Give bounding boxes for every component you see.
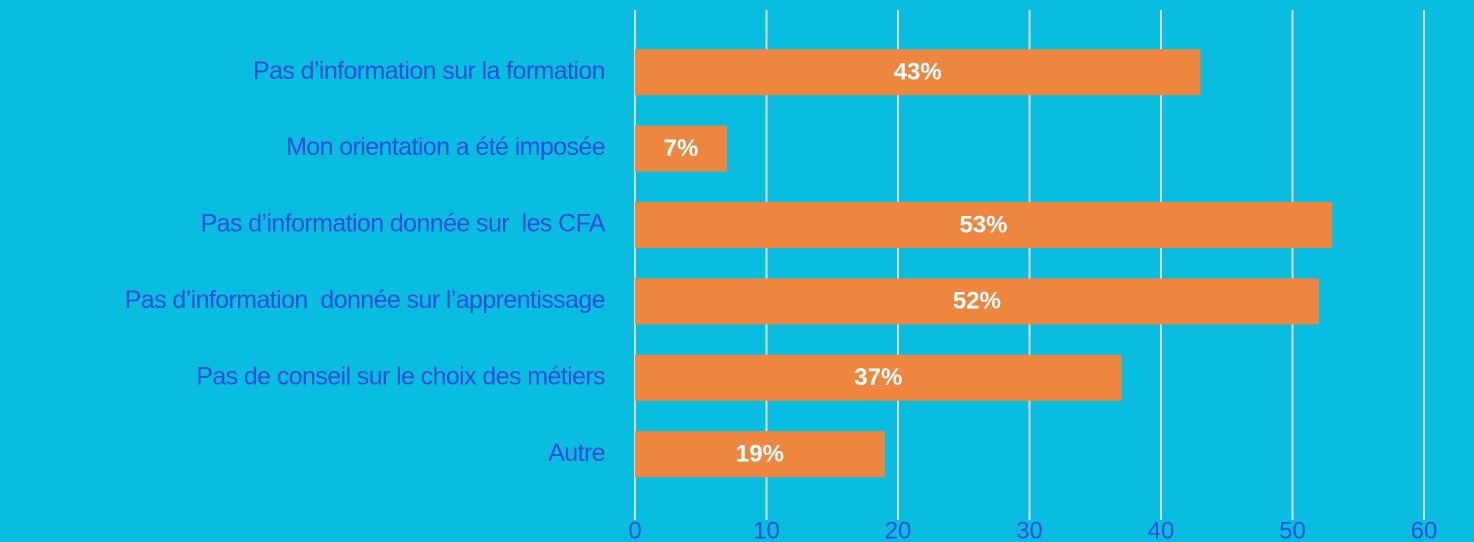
x-tick-label: 40 (1148, 517, 1175, 542)
bar (635, 49, 1201, 96)
x-tick-label: 20 (885, 517, 912, 542)
bar (635, 278, 1319, 325)
bar (635, 202, 1332, 248)
x-tick-label: 0 (628, 517, 641, 542)
bar (635, 354, 1122, 401)
x-tick-label: 60 (1411, 517, 1438, 542)
value-label: 52% (953, 288, 1001, 315)
x-tick-label: 30 (1016, 517, 1043, 542)
y-tick-label: Pas d’information sur la formation (253, 57, 605, 85)
y-tick-label: Mon orientation a été imposée (286, 133, 605, 161)
bar (635, 431, 885, 478)
value-label: 43% (894, 59, 942, 86)
x-tick-label: 50 (1279, 517, 1306, 542)
value-label: 37% (854, 364, 902, 391)
y-tick-label: Autre (548, 439, 605, 467)
value-label: 7% (664, 135, 699, 162)
value-label: 19% (736, 441, 784, 468)
x-tick-label: 10 (753, 517, 780, 542)
value-label: 53% (959, 211, 1007, 238)
bar (635, 125, 728, 172)
y-tick-label: Pas d’information donnée sur l’apprentis… (125, 286, 605, 314)
y-tick-label: Pas de conseil sur le choix des métiers (196, 362, 605, 390)
y-tick-label: Pas d’information donnée sur les CFA (201, 210, 606, 238)
